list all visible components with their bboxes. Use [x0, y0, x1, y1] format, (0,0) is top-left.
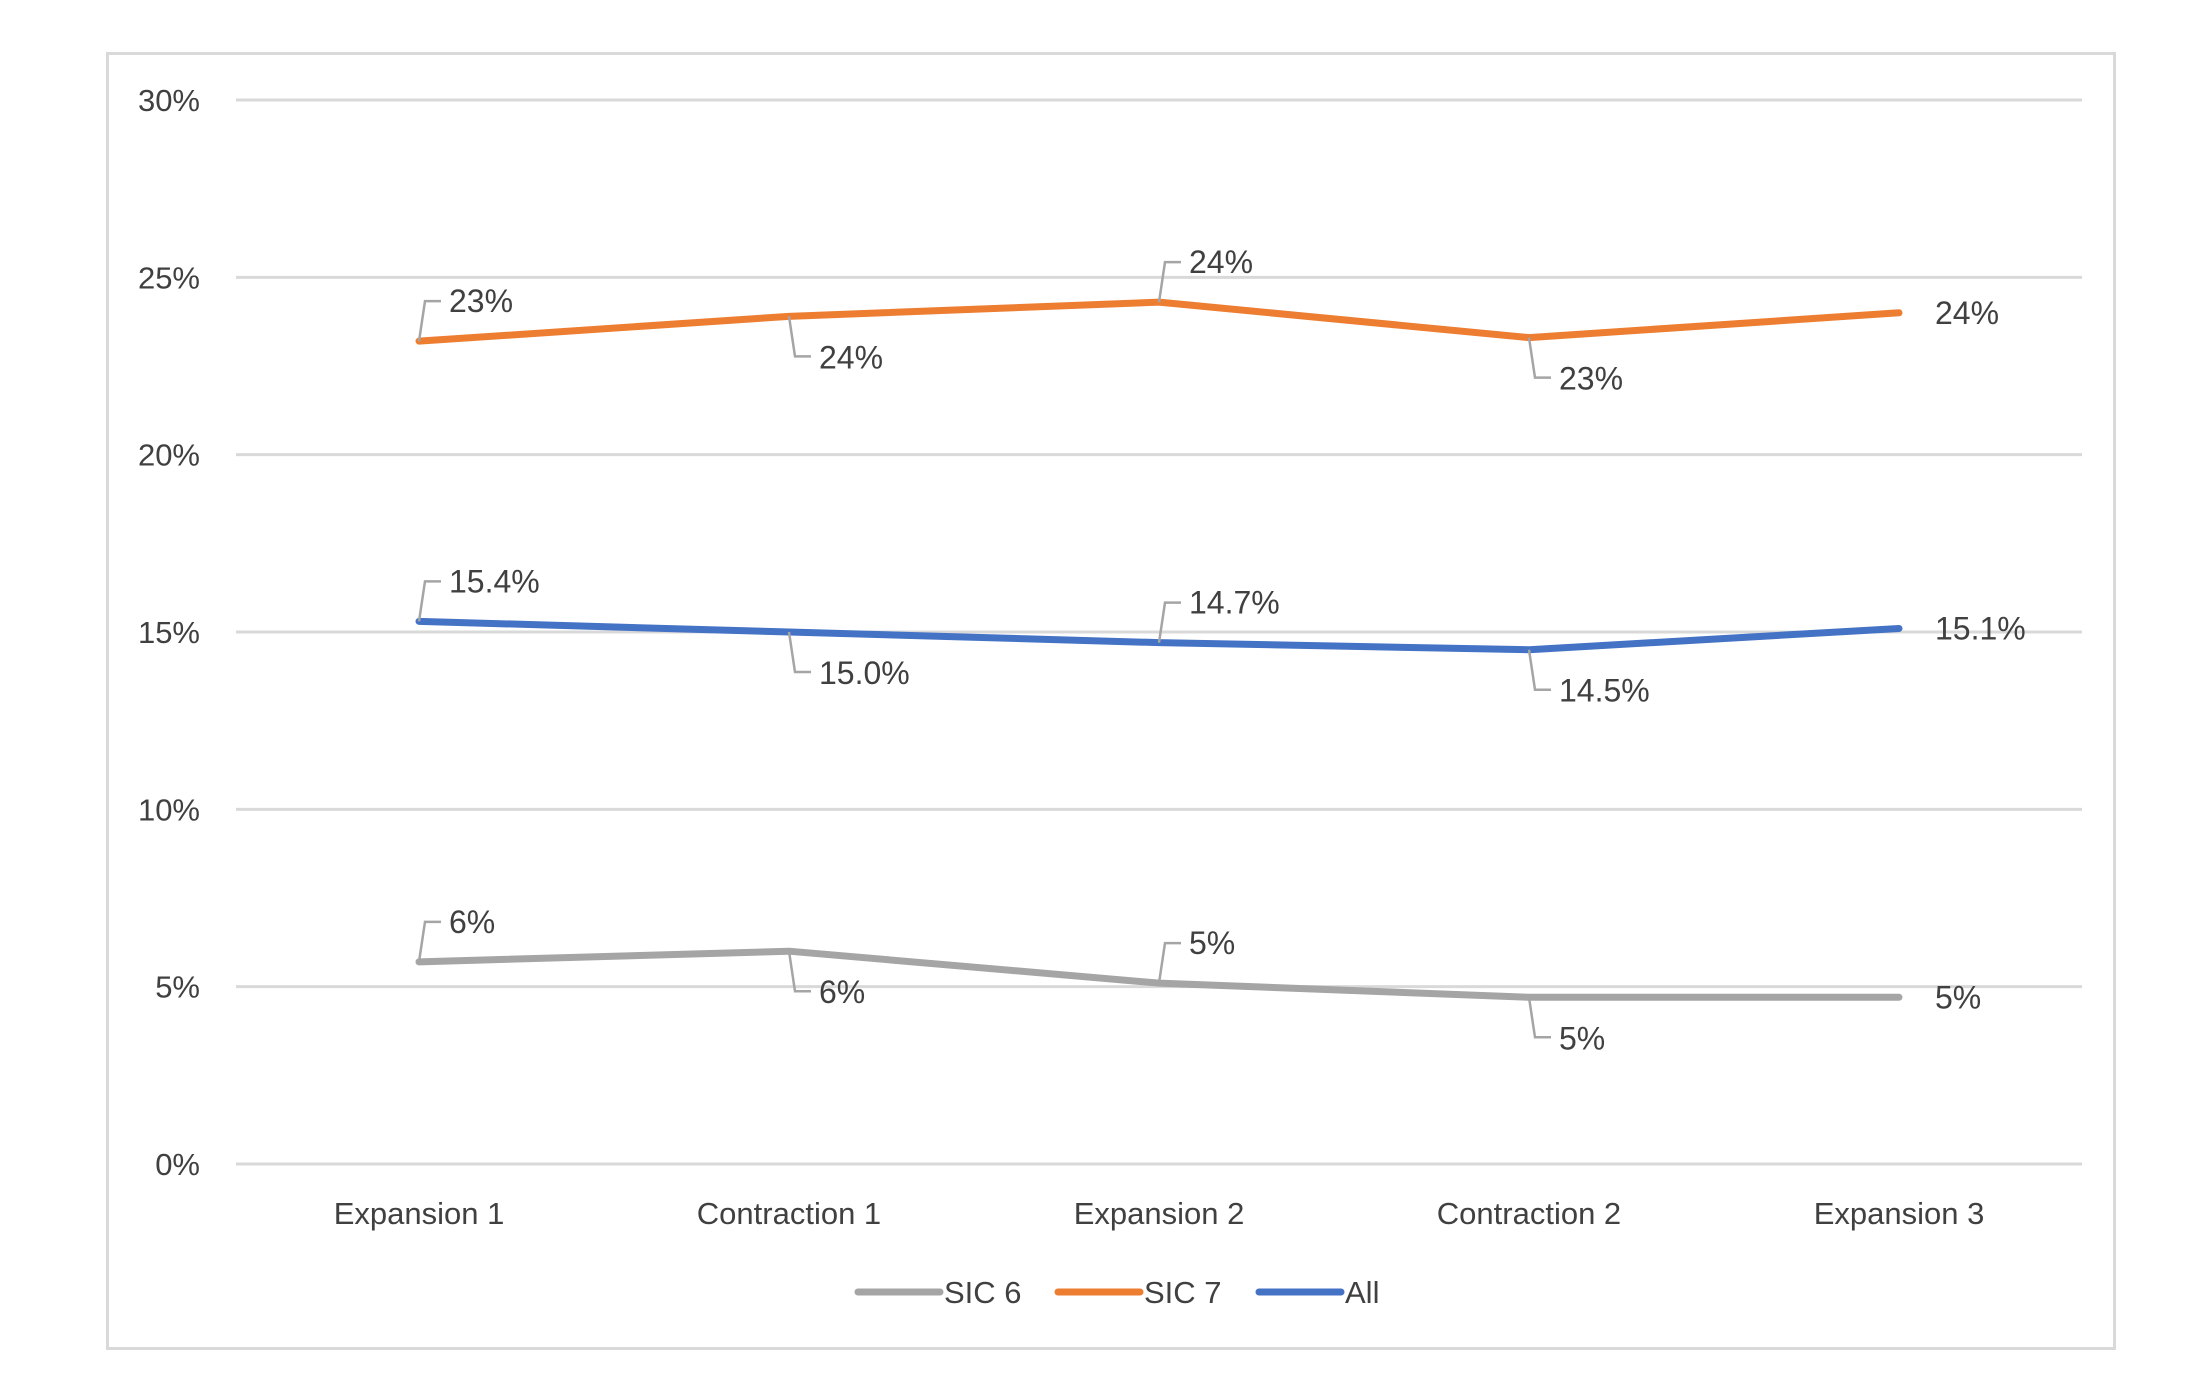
- leader-line: [787, 631, 811, 674]
- x-category-label: Contraction 2: [1437, 1196, 1621, 1231]
- leader-line: [417, 299, 441, 342]
- x-category-label: Expansion 3: [1814, 1196, 1985, 1231]
- leader-line: [1527, 337, 1551, 379]
- legend-label: SIC 6: [944, 1275, 1022, 1310]
- series-line-sic-6: [415, 947, 1903, 1001]
- data-label: 14.7%: [1189, 585, 1280, 621]
- legend-label: All: [1345, 1275, 1379, 1310]
- data-label: 15.0%: [819, 655, 910, 691]
- legend: SIC 6 SIC 7 All: [854, 1275, 1379, 1310]
- leader-line: [1157, 601, 1181, 643]
- data-label: 23%: [449, 283, 513, 319]
- y-tick-label: 25%: [138, 260, 200, 295]
- data-label: 6%: [449, 904, 495, 940]
- data-label: 6%: [819, 974, 865, 1010]
- data-label: 24%: [1189, 244, 1253, 280]
- chart-frame: [106, 52, 2116, 1350]
- data-label: 14.5%: [1559, 673, 1650, 709]
- x-category-label: Contraction 1: [697, 1196, 881, 1231]
- leader-line: [1527, 649, 1551, 691]
- y-tick-label: 15%: [138, 615, 200, 650]
- y-tick-label: 30%: [138, 83, 200, 118]
- y-tick-label: 0%: [155, 1147, 200, 1182]
- leader-line: [417, 580, 441, 622]
- x-category-label: Expansion 1: [334, 1196, 505, 1231]
- data-label: 5%: [1935, 979, 1981, 1015]
- x-axis-categories: Expansion 1 Contraction 1 Expansion 2 Contr…: [334, 1196, 1985, 1231]
- leader-line: [1527, 997, 1551, 1039]
- data-label: 24%: [1935, 295, 1999, 331]
- y-axis-ticks: 0% 5% 10% 15% 20% 25% 30%: [138, 83, 200, 1182]
- data-label: 23%: [1559, 361, 1623, 397]
- leader-line: [417, 920, 441, 963]
- gridlines: [236, 98, 2082, 1166]
- leader-line: [787, 951, 811, 993]
- leader-line: [1157, 260, 1181, 303]
- data-label: 24%: [819, 339, 883, 375]
- series-lines: [415, 298, 1903, 1001]
- data-label: 5%: [1559, 1020, 1605, 1056]
- series-line-sic-7: [415, 298, 1903, 345]
- data-label: 15.4%: [449, 563, 540, 599]
- y-tick-label: 10%: [138, 792, 200, 827]
- leader-line: [1157, 941, 1181, 984]
- legend-label: SIC 7: [1144, 1275, 1222, 1310]
- data-labels: 6% 6% 5% 5% 5% 23% 24% 24% 23% 24% 15.4% 15.0% 14.7%…: [417, 244, 2026, 1056]
- y-tick-label: 5%: [155, 970, 200, 1005]
- y-tick-label: 20%: [138, 438, 200, 473]
- data-label: 15.1%: [1935, 610, 2026, 646]
- x-category-label: Expansion 2: [1074, 1196, 1245, 1231]
- leader-line: [787, 316, 811, 358]
- data-label: 5%: [1189, 925, 1235, 961]
